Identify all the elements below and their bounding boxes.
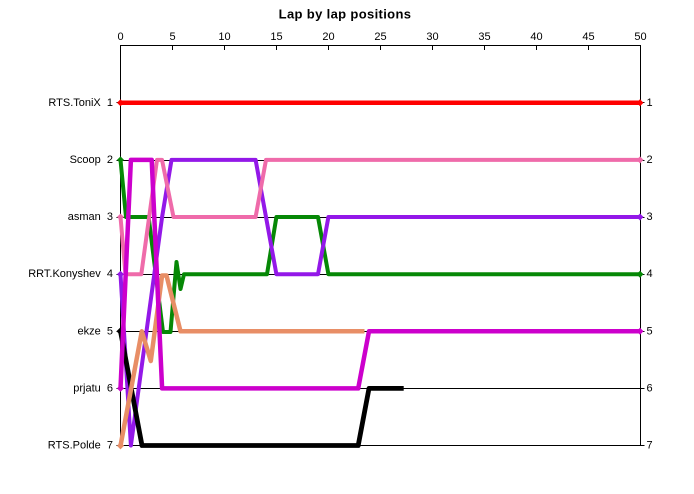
svg-text:50: 50 bbox=[634, 31, 646, 43]
svg-text:15: 15 bbox=[270, 31, 282, 43]
svg-text:2: 2 bbox=[647, 154, 653, 166]
svg-text:ekze 5: ekze 5 bbox=[78, 325, 113, 337]
svg-text:35: 35 bbox=[478, 31, 490, 43]
svg-text:RTS.Polde 7: RTS.Polde 7 bbox=[48, 440, 113, 452]
svg-text:25: 25 bbox=[374, 31, 386, 43]
svg-text:prjatu 6: prjatu 6 bbox=[73, 382, 113, 394]
svg-text:1: 1 bbox=[647, 97, 653, 109]
svg-text:45: 45 bbox=[582, 31, 594, 43]
svg-text:7: 7 bbox=[647, 440, 653, 452]
svg-text:0: 0 bbox=[117, 31, 123, 43]
svg-text:asman 3: asman 3 bbox=[68, 211, 113, 223]
svg-text:4: 4 bbox=[647, 268, 653, 280]
svg-text:RTS.ToniX 1: RTS.ToniX 1 bbox=[48, 97, 113, 109]
svg-text:5: 5 bbox=[647, 325, 653, 337]
svg-text:40: 40 bbox=[530, 31, 542, 43]
svg-text:Scoop 2: Scoop 2 bbox=[70, 154, 113, 166]
svg-text:6: 6 bbox=[647, 382, 653, 394]
svg-text:5: 5 bbox=[169, 31, 175, 43]
svg-text:Lap by lap positions: Lap by lap positions bbox=[279, 7, 412, 22]
svg-text:20: 20 bbox=[322, 31, 334, 43]
svg-text:3: 3 bbox=[647, 211, 653, 223]
svg-text:10: 10 bbox=[218, 31, 230, 43]
svg-text:30: 30 bbox=[426, 31, 438, 43]
svg-text:RRT.Konyshev 4: RRT.Konyshev 4 bbox=[28, 268, 113, 280]
